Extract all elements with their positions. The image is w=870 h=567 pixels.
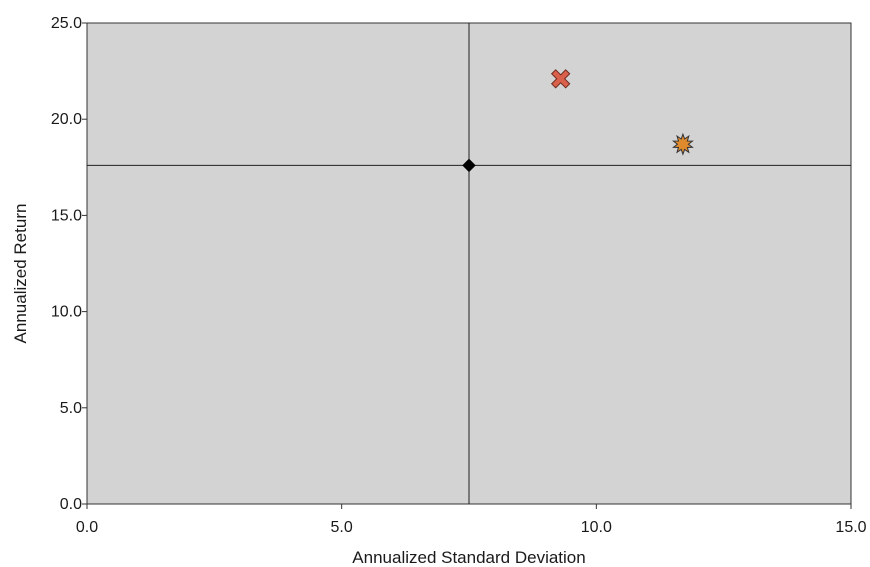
star-marker (671, 132, 694, 156)
x-tick-label: 15.0 (835, 519, 866, 536)
y-axis-ticks: 0.0 5.0 10.0 15.0 20.0 25.0 (51, 15, 87, 513)
x-axis-title: Annualized Standard Deviation (352, 548, 585, 567)
x-axis-ticks: 0.0 5.0 10.0 15.0 (76, 504, 867, 536)
y-tick-label: 15.0 (51, 207, 82, 224)
x-tick-label: 0.0 (76, 519, 98, 536)
data-points (462, 69, 694, 173)
diamond-marker (462, 158, 476, 173)
y-tick-label: 5.0 (60, 400, 82, 417)
x-tick-label: 10.0 (581, 519, 612, 536)
cross-marker (550, 69, 571, 89)
y-tick-label: 20.0 (51, 111, 82, 128)
y-tick-label: 10.0 (51, 304, 82, 321)
y-tick-label: 25.0 (51, 15, 82, 32)
x-tick-label: 5.0 (331, 519, 353, 536)
y-axis-title: Annualized Return (11, 204, 30, 344)
y-tick-label: 0.0 (60, 496, 82, 513)
